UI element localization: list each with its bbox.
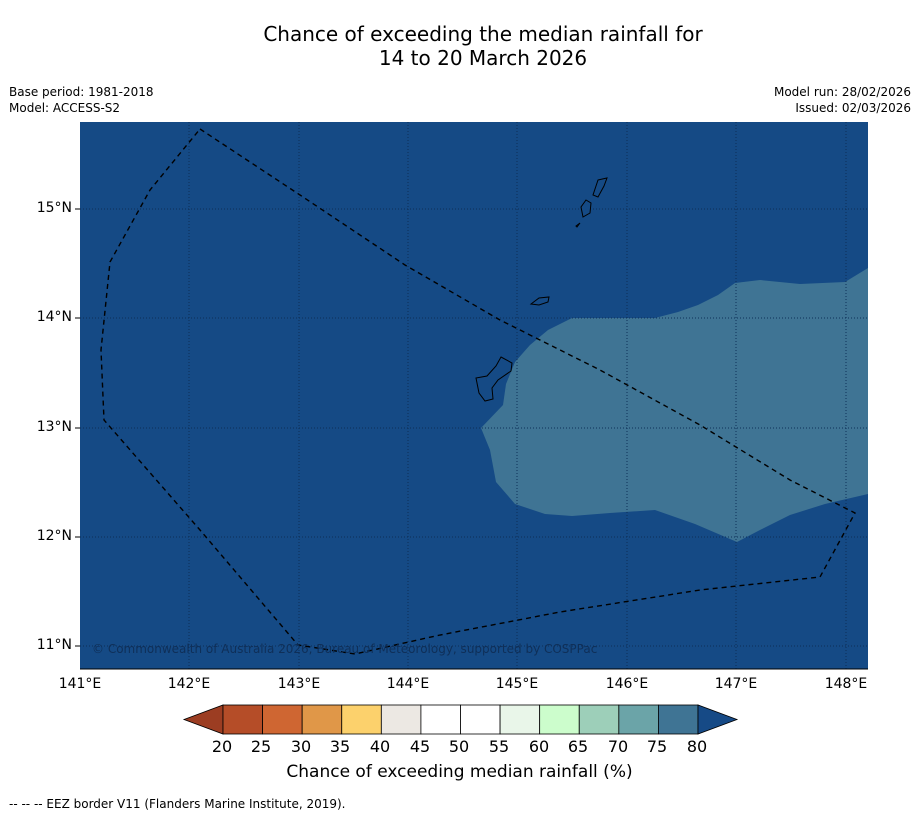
colorbar-tick-65: 65 [567, 737, 589, 756]
colorbar-box [341, 704, 382, 735]
colorbar-tick-55: 55 [488, 737, 510, 756]
colorbar-tick-25: 25 [250, 737, 272, 756]
colorbar-tick-50: 50 [448, 737, 470, 756]
lon-tick-145e: 145°E [495, 676, 539, 692]
colorbar-box [658, 704, 699, 735]
colorbar-tick-30: 30 [290, 737, 312, 756]
meta-left: Base period: 1981-2018 Model: ACCESS-S2 [9, 84, 154, 116]
lat-tick-15n: 15°N [36, 200, 72, 216]
title-line-2: 14 to 20 March 2026 [378, 46, 588, 70]
islands [475, 177, 608, 402]
title-line-1: Chance of exceeding the median rainfall … [263, 22, 703, 46]
colorbar-box [301, 704, 343, 735]
colorbar-high-extend [697, 704, 739, 735]
lat-tick-11n: 11°N [36, 637, 72, 653]
chart-title: Chance of exceeding the median rainfall … [0, 22, 919, 70]
colorbar-box [539, 704, 580, 735]
map-axes [75, 208, 868, 670]
colorbar-box [222, 704, 263, 735]
lon-tick-143e: 143°E [277, 676, 321, 692]
base-period: Base period: 1981-2018 [9, 85, 154, 99]
lon-tick-141e: 141°E [58, 676, 102, 692]
eez-footnote: -- -- -- EEZ border V11 (Flanders Marine… [9, 797, 346, 811]
lat-tick-14n: 14°N [36, 309, 72, 325]
island-aguijan [575, 222, 581, 228]
island-rota [529, 296, 550, 306]
colorbar-tick-70: 70 [607, 737, 629, 756]
colorbar-low-extend [182, 704, 224, 735]
model-run: Model run: 28/02/2026 [773, 85, 911, 99]
island-saipan [592, 177, 608, 198]
island-tinian [580, 199, 592, 218]
map-copyright: © Commonwealth of Australia 2026, Bureau… [92, 642, 597, 656]
lon-tick-147e: 147°E [714, 676, 758, 692]
colorbar-tick-75: 75 [646, 737, 668, 756]
colorbar-tick-80: 80 [686, 737, 708, 756]
colorbar-tick-40: 40 [369, 737, 391, 756]
colorbar-box [420, 704, 461, 735]
lat-tick-13n: 13°N [36, 419, 72, 435]
island-guam [475, 356, 513, 402]
colorbar-box [578, 704, 620, 735]
lon-tick-142e: 142°E [167, 676, 211, 692]
colorbar-box [460, 704, 501, 735]
lon-tick-144e: 144°E [386, 676, 430, 692]
colorbar-tick-45: 45 [409, 737, 431, 756]
colorbar-tick-35: 35 [329, 737, 351, 756]
lat-tick-12n: 12°N [36, 528, 72, 544]
colorbar-box [380, 704, 422, 735]
colorbar-title: Chance of exceeding median rainfall (%) [286, 762, 633, 782]
lon-tick-146e: 146°E [605, 676, 649, 692]
colorbar-box [618, 704, 659, 735]
lon-tick-148e: 148°E [824, 676, 868, 692]
region-75-80-percent [481, 268, 868, 542]
gridlines [80, 122, 868, 669]
model-name: Model: ACCESS-S2 [9, 101, 121, 115]
colorbar-tick-20: 20 [211, 737, 233, 756]
colorbar-tick-60: 60 [528, 737, 550, 756]
colorbar-boxes [222, 704, 699, 735]
colorbar-box [499, 704, 541, 735]
issued-date: Issued: 02/03/2026 [795, 101, 911, 115]
colorbar-box [262, 704, 303, 735]
meta-right: Model run: 28/02/2026 Issued: 02/03/2026 [774, 84, 911, 116]
